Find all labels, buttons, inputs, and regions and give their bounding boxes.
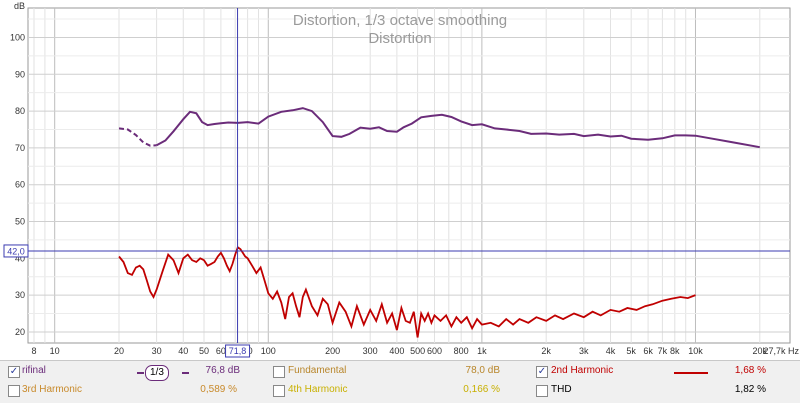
rifinal-label: rifinal	[22, 365, 46, 376]
x-tick-label: 6k	[643, 346, 653, 356]
y-tick-label: 60	[15, 180, 25, 190]
rifinal-value: 76,8 dB	[205, 365, 240, 376]
y-tick-label: 50	[15, 217, 25, 227]
rifinal-checkbox[interactable]: ✓	[8, 366, 20, 378]
x-tick-label: 10k	[688, 346, 703, 356]
x-tick-label: 8	[31, 346, 36, 356]
x-tick-label: 30	[152, 346, 162, 356]
chart-subtitle: Distortion	[368, 30, 431, 47]
cursor-y-label: 42,0	[7, 246, 25, 256]
cursor-y-label-box	[3, 244, 29, 258]
y-tick-label: 100	[10, 32, 25, 42]
3rd-harmonic-checkbox[interactable]	[8, 385, 20, 397]
y-tick-label: 90	[15, 69, 25, 79]
chart-svg[interactable]: 2030405060708090100dB8102030405060801002…	[0, 0, 800, 360]
x-tick-label: 20k	[753, 346, 768, 356]
cursor-x-label: 71,8	[229, 346, 247, 356]
plot-frame	[27, 7, 791, 344]
x-tick-label: 600	[427, 346, 442, 356]
fundamental-checkbox[interactable]	[273, 366, 285, 378]
x-tick-label: 1k	[477, 346, 487, 356]
x-tick-label: 500	[410, 346, 425, 356]
4th-harmonic-value: 0,166 %	[463, 384, 500, 395]
y-tick-label: 80	[15, 106, 25, 116]
y-tick-label: 70	[15, 143, 25, 153]
2nd-harmonic-line-swatch	[674, 372, 708, 374]
cursor-x-label-box	[225, 344, 251, 358]
3rd-harmonic-value: 0,589 %	[200, 384, 237, 395]
chart-title: Distortion, 1/3 octave smoothing	[293, 12, 507, 29]
series-line-rifinal	[156, 107, 760, 149]
x-tick-label: 40	[178, 346, 188, 356]
legend-row-1: ✓ rifinal 1/3 76,8 dB Fundamental 78,0 d…	[0, 363, 800, 383]
x-tick-label: 2k	[541, 346, 551, 356]
4th-harmonic-label: 4th Harmonic	[288, 384, 348, 395]
2nd-harmonic-checkbox[interactable]: ✓	[536, 366, 548, 378]
3rd-harmonic-label: 3rd Harmonic	[22, 384, 83, 395]
legend-row-2: 3rd Harmonic 0,589 % 4th Harmonic 0,166 …	[0, 382, 800, 402]
x-tick-label: 60	[216, 346, 226, 356]
x-tick-label: 7k	[658, 346, 668, 356]
grid-lines	[28, 8, 790, 343]
2nd-harmonic-label: 2nd Harmonic	[551, 365, 614, 376]
y-tick-label: 30	[15, 290, 25, 300]
y-tick-label: 20	[15, 327, 25, 337]
x-tick-label: 50	[199, 346, 209, 356]
y-tick-label: 40	[15, 253, 25, 263]
x-tick-label: 800	[454, 346, 469, 356]
x-end-label: 27,7k Hz	[763, 346, 799, 356]
distortion-chart[interactable]: 2030405060708090100dB8102030405060801002…	[0, 0, 800, 360]
x-tick-label: 300	[363, 346, 378, 356]
x-tick-label: 5k	[626, 346, 636, 356]
x-tick-label: 4k	[606, 346, 616, 356]
x-tick-label: 200	[325, 346, 340, 356]
smoothing-control[interactable]: 1/3	[137, 363, 189, 383]
x-tick-label: 400	[389, 346, 404, 356]
y-axis-label: dB	[14, 1, 25, 11]
thd-label: THD	[551, 384, 572, 395]
smoothing-button[interactable]: 1/3	[145, 365, 169, 381]
4th-harmonic-checkbox[interactable]	[273, 385, 285, 397]
fundamental-label: Fundamental	[288, 365, 347, 376]
series-line-2nd-harmonic	[118, 245, 696, 338]
x-tick-label: 3k	[579, 346, 589, 356]
x-tick-label: 100	[261, 346, 276, 356]
x-tick-label: 8k	[670, 346, 680, 356]
thd-checkbox[interactable]	[536, 385, 548, 397]
fundamental-value: 78,0 dB	[465, 365, 500, 376]
x-tick-label: 10	[50, 346, 60, 356]
2nd-harmonic-value: 1,68 %	[734, 365, 766, 376]
legend-panel: ✓ rifinal 1/3 76,8 dB Fundamental 78,0 d…	[0, 360, 800, 403]
thd-value: 1,82 %	[734, 384, 766, 395]
x-tick-label: 20	[114, 346, 124, 356]
